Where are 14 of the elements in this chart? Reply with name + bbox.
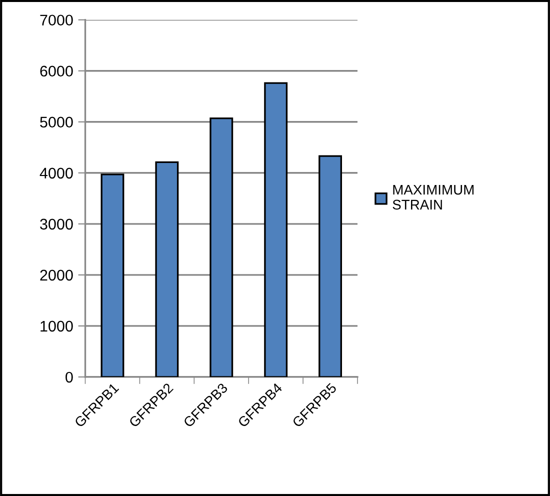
y-tick-label: 3000 (40, 218, 73, 230)
bar (155, 161, 179, 377)
y-tick-label: 0 (66, 372, 73, 383)
y-tick-label: 1000 (40, 320, 73, 332)
bar (100, 174, 124, 377)
y-tick-label: 4000 (40, 168, 73, 179)
y-tick-label: 7000 (40, 14, 73, 26)
bar (318, 155, 342, 377)
y-tick-label: 6000 (40, 66, 73, 77)
y-tick-label: 5000 (40, 116, 73, 128)
y-tick-label: 2000 (40, 270, 73, 281)
legend-label: MAXIMIMUM STRAIN (392, 184, 474, 210)
bar (264, 82, 288, 377)
bar (210, 117, 234, 377)
